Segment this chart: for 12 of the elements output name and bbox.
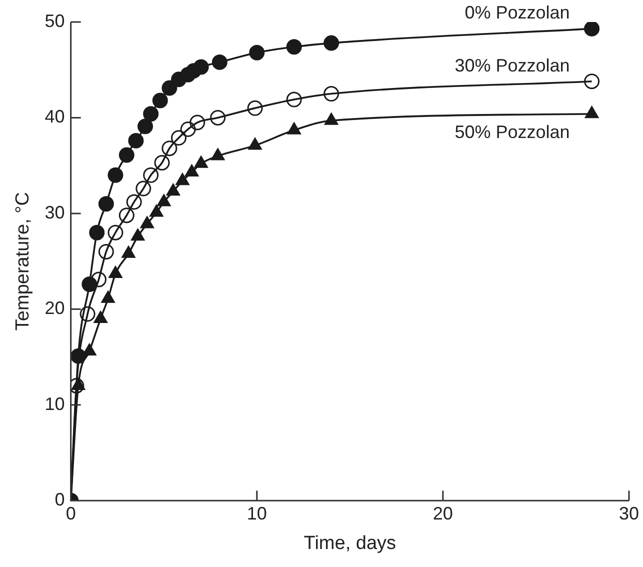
y-tick-label: 20 <box>44 298 65 318</box>
y-tick-label: 0 <box>54 490 65 510</box>
y-tick-label: 10 <box>44 394 65 414</box>
x-tick-label: 30 <box>618 503 640 524</box>
x-tick-label: 20 <box>432 503 453 524</box>
y-tick-label: 50 <box>44 10 65 31</box>
x-axis-title: Time, days <box>304 532 396 554</box>
x-tick-label: 10 <box>246 503 267 524</box>
y-tick-label: 40 <box>44 106 65 127</box>
series-label: 0% Pozzolan <box>464 2 570 23</box>
y-tick-label: 30 <box>44 202 65 222</box>
y-axis-title: Temperature, °C <box>12 192 34 331</box>
